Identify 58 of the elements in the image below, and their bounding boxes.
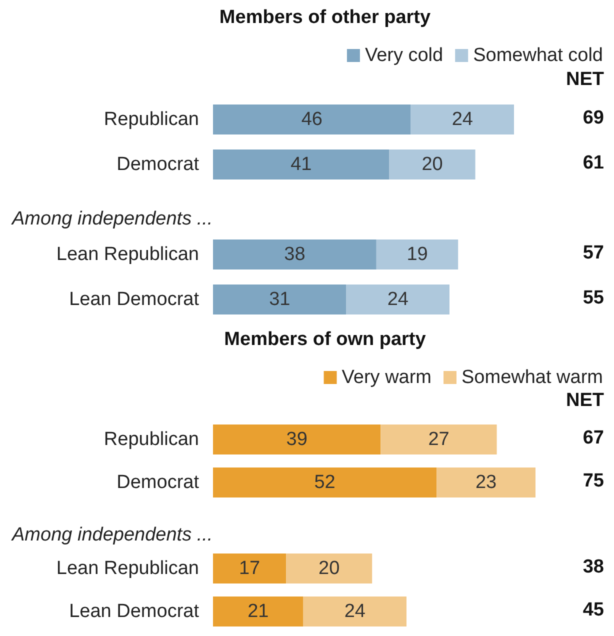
data-label: 21 xyxy=(248,601,269,622)
data-label: 52 xyxy=(314,472,336,493)
chart-title: Members of other party xyxy=(219,7,432,28)
y-tick-label: Lean Democrat xyxy=(69,601,200,622)
data-label: 20 xyxy=(318,558,340,579)
y-tick-label: Lean Republican xyxy=(56,558,199,579)
y-tick-label: Democrat xyxy=(116,154,200,175)
data-label: 39 xyxy=(286,429,308,450)
text: Among independents ... xyxy=(11,208,213,230)
text: 75 xyxy=(582,470,604,492)
bar xyxy=(346,284,450,314)
text: 69 xyxy=(582,108,604,128)
data-label: 24 xyxy=(344,601,366,622)
y-tick-label: Republican xyxy=(104,109,199,130)
bar xyxy=(213,424,381,454)
bar xyxy=(376,240,458,270)
bar xyxy=(380,424,497,454)
data-label: 20 xyxy=(422,154,443,175)
bar xyxy=(213,554,286,584)
legend-label: Somewhat warm xyxy=(462,367,604,388)
bar xyxy=(410,104,514,134)
bar xyxy=(213,284,346,314)
data-label: 46 xyxy=(301,109,322,130)
text: 38 xyxy=(582,556,604,578)
y-tick-label: Lean Democrat xyxy=(69,289,200,310)
bar xyxy=(213,596,304,626)
data-label: 19 xyxy=(406,244,428,265)
bar xyxy=(286,554,372,584)
bar xyxy=(436,468,536,498)
data-label: 27 xyxy=(428,429,450,450)
data-label: 41 xyxy=(290,154,312,175)
data-label: 38 xyxy=(284,244,306,265)
bar xyxy=(389,150,476,180)
y-tick-label: Democrat xyxy=(116,472,200,493)
bar xyxy=(213,240,376,270)
text: NET xyxy=(566,69,604,90)
text: 57 xyxy=(582,242,604,264)
data-label: 17 xyxy=(238,558,260,579)
text: Among independents ... xyxy=(11,524,213,546)
data-label: 24 xyxy=(387,289,409,310)
bar xyxy=(303,596,406,626)
legend-label: Very warm xyxy=(342,367,432,388)
chart-title: Members of own party xyxy=(224,329,426,350)
data-label: 31 xyxy=(269,289,290,310)
y-tick-label: Republican xyxy=(104,429,199,450)
legend-label: Somewhat cold xyxy=(473,45,604,66)
data-label: 24 xyxy=(452,109,474,130)
text: 55 xyxy=(582,288,604,308)
bar xyxy=(213,468,437,498)
y-tick-label: Lean Republican xyxy=(56,244,199,265)
text: 67 xyxy=(582,428,604,448)
bar xyxy=(213,104,411,134)
data-label: 23 xyxy=(475,472,497,493)
text: 45 xyxy=(582,600,604,620)
text: 61 xyxy=(582,152,604,174)
legend-label: Very cold xyxy=(364,45,444,66)
bar xyxy=(213,150,390,180)
text: NET xyxy=(566,390,604,411)
